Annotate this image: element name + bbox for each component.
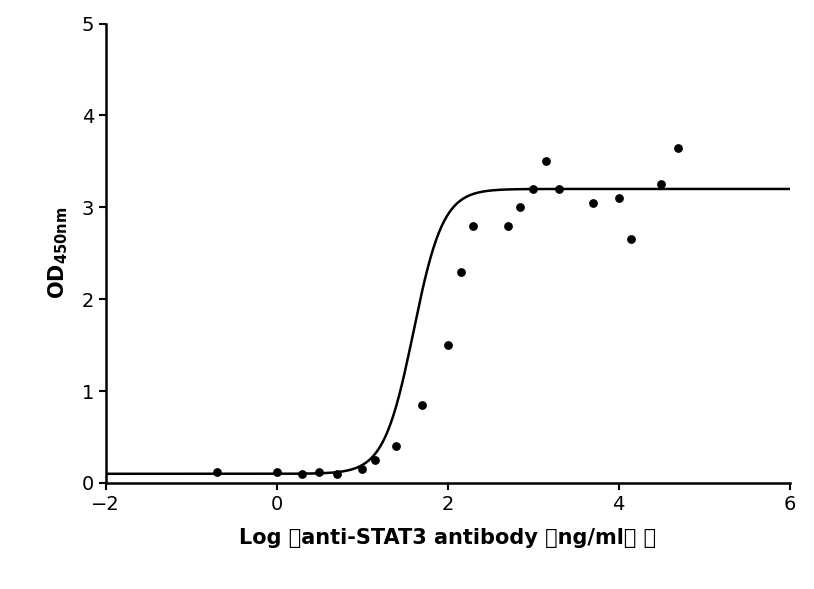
Point — [415, 400, 428, 409]
X-axis label: Log （anti-STAT3 antibody （ng/ml） ）: Log （anti-STAT3 antibody （ng/ml） ） — [239, 528, 656, 548]
Y-axis label: $\mathbf{OD_{450nm}}$: $\mathbf{OD_{450nm}}$ — [46, 207, 70, 299]
Point — [330, 469, 344, 478]
Point — [540, 157, 553, 166]
Point — [654, 180, 667, 189]
Point — [369, 455, 382, 465]
Point — [441, 340, 454, 350]
Point — [356, 465, 369, 474]
Point — [527, 184, 540, 194]
Point — [466, 221, 479, 230]
Point — [586, 198, 599, 207]
Point — [270, 467, 283, 477]
Point — [454, 267, 467, 276]
Point — [210, 467, 223, 477]
Point — [625, 235, 638, 244]
Point — [501, 221, 514, 230]
Point — [390, 442, 403, 451]
Point — [672, 143, 685, 153]
Point — [552, 184, 565, 194]
Point — [313, 467, 326, 477]
Point — [612, 193, 625, 203]
Point — [296, 469, 309, 478]
Point — [514, 203, 527, 212]
